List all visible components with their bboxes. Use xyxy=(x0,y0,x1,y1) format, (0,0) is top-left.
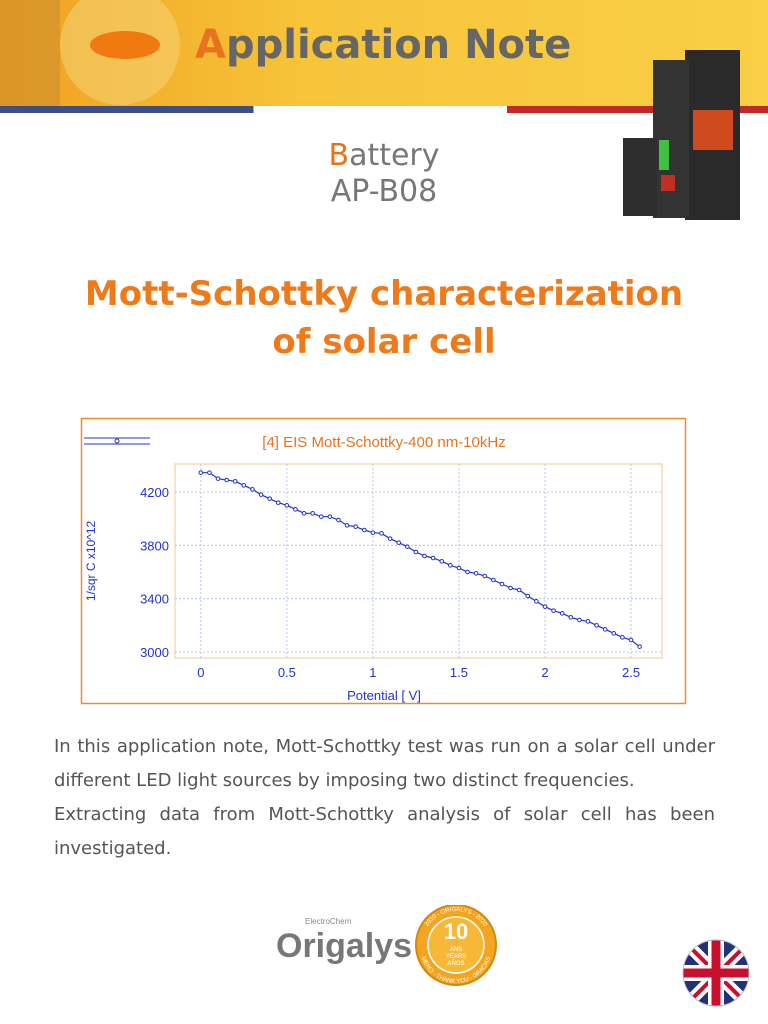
data-point xyxy=(267,496,272,501)
language-flag[interactable] xyxy=(682,939,752,1009)
data-point xyxy=(405,544,410,549)
data-point xyxy=(430,555,436,561)
data-point xyxy=(327,514,333,519)
header-title: Application Note xyxy=(195,22,572,68)
data-point xyxy=(310,511,315,516)
data-point xyxy=(516,587,522,593)
data-point xyxy=(198,470,204,475)
banner-photo xyxy=(0,0,180,106)
plot-area xyxy=(174,463,663,659)
data-point xyxy=(422,553,427,559)
instrument-image xyxy=(623,50,740,220)
y-axis-label: 1/sqr C x10^12 xyxy=(84,521,98,602)
data-point xyxy=(275,500,281,505)
y-tick-label: 3800 xyxy=(140,538,169,553)
data-point xyxy=(542,604,548,609)
data-point xyxy=(551,608,556,613)
x-tick-label: 0 xyxy=(197,665,204,680)
data-point xyxy=(602,627,608,632)
data-point xyxy=(258,492,264,497)
chart-frame xyxy=(80,417,687,705)
data-point xyxy=(585,619,591,624)
data-point xyxy=(241,483,247,488)
data-point xyxy=(224,477,229,483)
data-point xyxy=(508,585,513,591)
data-point xyxy=(473,571,479,576)
main-title: Mott-Schottky characterization xyxy=(84,274,684,314)
data-point xyxy=(620,635,625,640)
x-tick-label: 2 xyxy=(541,665,548,680)
data-point xyxy=(525,593,531,599)
data-point xyxy=(336,517,341,523)
main-title: of solar cell xyxy=(272,322,496,362)
data-point xyxy=(370,530,376,535)
data-point xyxy=(284,503,290,508)
data-point xyxy=(413,549,419,555)
data-point xyxy=(499,581,505,587)
data-point xyxy=(361,527,367,533)
data-point xyxy=(465,569,470,575)
data-point xyxy=(318,514,324,519)
x-tick-label: 0.5 xyxy=(278,665,296,680)
data-point xyxy=(353,524,358,529)
data-point xyxy=(448,563,453,568)
y-tick-label: 3400 xyxy=(140,592,169,607)
data-line xyxy=(200,472,640,648)
y-tick-label: 4200 xyxy=(140,485,169,500)
y-tick-label: 3000 xyxy=(140,645,169,660)
data-point xyxy=(568,615,574,620)
x-axis-label: Potential [ V] xyxy=(347,688,421,703)
chart: [4] EIS Mott-Schottky-400 nm-10kHz Poten… xyxy=(80,417,687,705)
badge-line: ANS xyxy=(450,947,462,953)
data-point xyxy=(577,617,582,623)
paragraph: Extracting data from Mott-Schottky analy… xyxy=(54,804,715,859)
x-tick-label: 2.5 xyxy=(622,665,640,680)
data-point xyxy=(250,487,255,492)
legend-marker xyxy=(114,438,120,444)
data-point xyxy=(207,470,212,475)
data-point xyxy=(215,476,221,481)
data-point xyxy=(293,507,298,512)
data-point xyxy=(387,536,393,541)
data-point xyxy=(491,577,496,583)
data-point xyxy=(232,479,238,484)
paragraph: In this application note, Mott-Schottky … xyxy=(54,736,715,791)
data-point xyxy=(482,573,488,579)
data-point xyxy=(456,565,462,571)
note-code: AP-B08 xyxy=(330,174,438,209)
data-point xyxy=(637,644,642,649)
footer-logo: ElectroChem Origalys 2010 - ORIGALYS - 2… xyxy=(276,905,497,986)
data-point xyxy=(301,511,307,516)
data-point xyxy=(344,523,350,528)
logo-text: Origalys xyxy=(276,927,412,965)
data-point xyxy=(611,631,617,636)
x-tick-label: 1.5 xyxy=(450,665,468,680)
data-point xyxy=(559,611,565,616)
chart-title: [4] EIS Mott-Schottky-400 nm-10kHz xyxy=(262,434,505,451)
data-point xyxy=(439,559,445,564)
x-tick-label: 1 xyxy=(369,665,376,680)
badge-line: YEARS xyxy=(446,954,466,960)
data-point xyxy=(628,637,634,643)
data-point xyxy=(534,599,539,604)
logo-tag: ElectroChem xyxy=(305,917,352,926)
data-point xyxy=(594,623,599,628)
data-point xyxy=(396,540,402,545)
badge-number: 10 xyxy=(444,919,468,944)
category: Battery xyxy=(328,138,440,173)
color-stripe xyxy=(0,106,768,113)
data-point xyxy=(379,531,384,536)
body-text: In this application note, Mott-Schottky … xyxy=(54,730,715,866)
badge-line: AÑOS xyxy=(447,960,464,967)
